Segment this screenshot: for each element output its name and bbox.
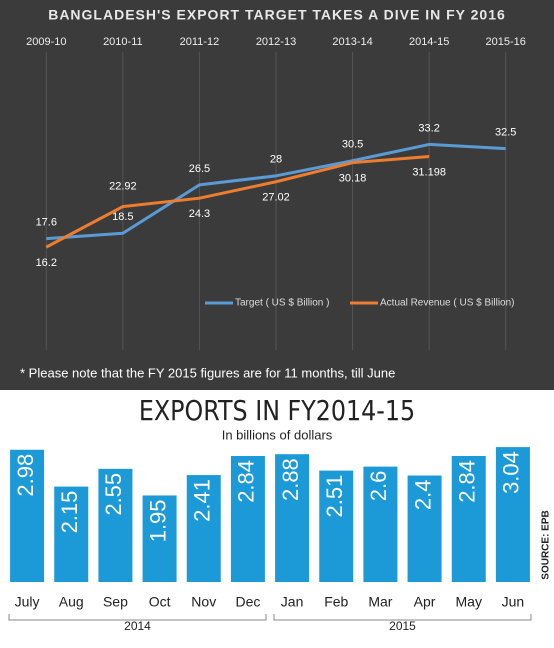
subtitle: In billions of dollars: [222, 427, 333, 442]
bar: [451, 455, 486, 582]
data-label: 17.6: [36, 217, 57, 229]
note: * Please note that the FY 2015 figures a…: [20, 365, 395, 380]
bar: [319, 470, 354, 582]
x-tick-label: Feb: [324, 594, 348, 610]
data-label: 2.55: [101, 473, 126, 516]
x-tick-label: 2011-12: [180, 36, 220, 48]
chart-title: BANGLADESH'S EXPORT TARGET TAKES A DIVE …: [48, 7, 506, 23]
data-label: 26.5: [189, 163, 210, 175]
bar: [142, 495, 177, 582]
x-tick-label: July: [15, 594, 40, 610]
data-label: 31.198: [412, 166, 446, 178]
group-bracket: [273, 614, 532, 621]
x-tick-label: 2009-10: [26, 36, 66, 48]
data-label: 1.95: [145, 499, 170, 542]
legend-label: Target ( US $ Billion ): [235, 298, 329, 309]
x-tick-label: Oct: [149, 594, 171, 610]
data-label: 2.84: [455, 460, 480, 503]
x-tick-label: Nov: [191, 594, 216, 610]
data-label: 2.88: [278, 458, 303, 501]
bar: [495, 447, 530, 582]
data-label: 2.51: [322, 475, 347, 518]
x-tick-label: 2013-14: [332, 36, 372, 48]
bar: [230, 455, 265, 582]
line-series: [45, 155, 430, 249]
x-tick-label: May: [456, 594, 482, 610]
data-label: 2.4: [410, 480, 435, 511]
data-label: 2.15: [57, 491, 82, 534]
x-tick-label: Jan: [281, 594, 304, 610]
data-label: 2.98: [13, 454, 38, 497]
x-tick-label: Mar: [368, 594, 392, 610]
data-label: 33.2: [418, 122, 439, 134]
bar: [363, 466, 398, 582]
x-tick-label: Dec: [235, 594, 260, 610]
x-tick-label: Apr: [414, 594, 436, 610]
group-label: 2014: [124, 619, 151, 633]
bar: [98, 468, 133, 582]
data-label: 3.04: [499, 451, 524, 494]
dark-panel: [0, 0, 554, 390]
data-label: 30.18: [339, 173, 367, 185]
data-label: 2.6: [366, 471, 391, 502]
x-tick-label: 2015-16: [486, 36, 526, 48]
data-label: 32.5: [495, 127, 516, 139]
data-label: 16.2: [36, 257, 57, 269]
bar: [186, 475, 221, 582]
legend-label: Actual Revenue ( US $ Billion): [380, 298, 515, 309]
bar: [275, 454, 310, 582]
x-tick-label: 2012-13: [256, 36, 296, 48]
x-tick-label: 2014-15: [409, 36, 449, 48]
bar: [10, 449, 45, 582]
source: SOURCE: EPB: [541, 510, 552, 579]
data-label: 28: [270, 154, 282, 166]
x-tick-label: Aug: [59, 594, 84, 610]
data-label: 27.02: [262, 192, 290, 204]
group-bracket: [8, 614, 267, 621]
data-label: 18.5: [112, 211, 133, 223]
bar: [54, 486, 89, 582]
line-series: [46, 142, 506, 241]
x-tick-label: Sep: [103, 594, 128, 610]
chart-title: EXPORTS IN FY2014-15: [139, 395, 415, 427]
data-label: 30.5: [342, 139, 363, 151]
data-label: 2.84: [234, 460, 259, 503]
x-tick-label: 2010-11: [103, 36, 143, 48]
x-tick-label: Jun: [502, 594, 525, 610]
data-label: 22.92: [109, 180, 137, 192]
data-label: 2.41: [190, 479, 215, 522]
bar: [407, 475, 442, 582]
group-label: 2015: [389, 619, 416, 633]
data-label: 24.3: [189, 208, 210, 220]
